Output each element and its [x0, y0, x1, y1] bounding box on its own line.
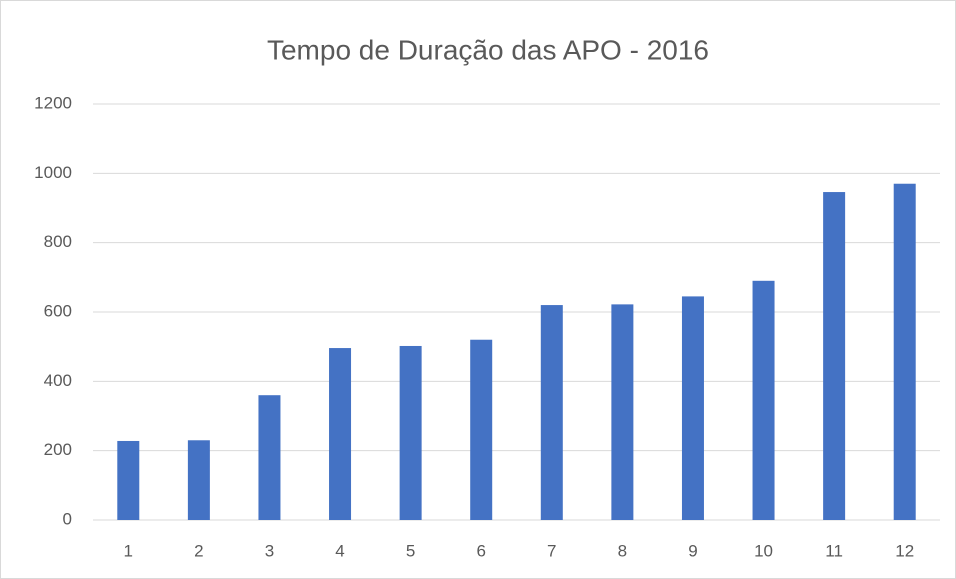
bar — [470, 339, 493, 520]
bar — [399, 345, 422, 520]
y-tick-label: 400 — [44, 371, 72, 390]
bar — [329, 348, 352, 520]
y-tick-label: 600 — [44, 301, 72, 320]
x-tick-label: 2 — [194, 541, 203, 560]
y-tick-label: 0 — [63, 509, 72, 528]
y-tick-label: 1000 — [34, 163, 72, 182]
bar — [258, 395, 281, 520]
x-tick-label: 10 — [754, 541, 773, 560]
x-tick-label: 12 — [895, 541, 914, 560]
bar — [823, 192, 846, 520]
bar — [611, 304, 634, 520]
x-tick-label: 5 — [406, 541, 415, 560]
x-tick-label: 4 — [335, 541, 344, 560]
x-tick-label: 9 — [688, 541, 697, 560]
y-tick-label: 200 — [44, 440, 72, 459]
y-tick-label: 1200 — [34, 93, 72, 112]
x-tick-label: 6 — [476, 541, 485, 560]
bar — [893, 183, 916, 520]
bar — [681, 296, 704, 520]
x-tick-label: 11 — [825, 541, 843, 560]
x-tick-label: 1 — [124, 541, 133, 560]
y-tick-label: 800 — [44, 232, 72, 251]
x-tick-label: 3 — [265, 541, 274, 560]
chart-title: Tempo de Duração das APO - 2016 — [267, 34, 709, 65]
bar — [540, 305, 563, 520]
bar — [187, 440, 210, 520]
x-tick-label: 7 — [547, 541, 556, 560]
bar — [752, 280, 775, 520]
x-tick-label: 8 — [618, 541, 627, 560]
bar — [117, 440, 140, 520]
